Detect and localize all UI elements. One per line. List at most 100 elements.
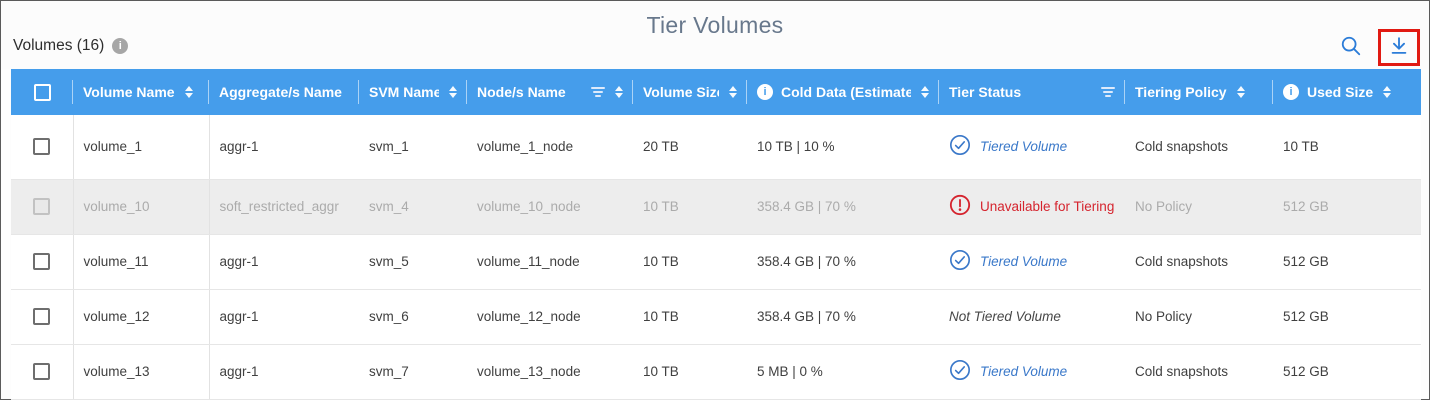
cell-volume-size: 10 TB xyxy=(633,289,747,345)
cell-volume-name: volume_12 xyxy=(72,289,210,345)
cell-volume-name: volume_1 xyxy=(72,115,210,180)
check-circle-icon xyxy=(949,249,971,274)
cell-tiering-policy: Cold snapshots xyxy=(1125,344,1273,400)
search-icon xyxy=(1340,35,1362,60)
cell-aggregate: aggr-1 xyxy=(209,234,359,290)
row-checkbox[interactable] xyxy=(33,253,51,270)
sort-arrows-icon[interactable] xyxy=(921,86,929,98)
cell-node: volume_11_node xyxy=(467,234,633,290)
sort-arrows-icon[interactable] xyxy=(1383,86,1392,98)
tier-status-label: Tiered Volume xyxy=(980,364,1068,379)
cell-volume-name: volume_10 xyxy=(72,179,210,235)
cell-volume-name: volume_11 xyxy=(72,234,210,290)
filter-icon[interactable] xyxy=(1101,87,1115,97)
table-row: volume_13 aggr-1 svm_7 volume_13_node 10… xyxy=(11,344,1421,400)
cell-tiering-policy: Cold snapshots xyxy=(1125,115,1273,180)
cell-volume-size: 10 TB xyxy=(633,234,747,290)
cell-cold-data: 358.4 GB | 70 % xyxy=(747,179,939,235)
table-row: volume_10 soft_restricted_aggr svm_4 vol… xyxy=(11,179,1421,235)
column-label: Used Size xyxy=(1307,84,1374,100)
column-label: Cold Data (Estimated) xyxy=(781,84,911,100)
info-icon[interactable]: i xyxy=(1283,84,1299,100)
sort-arrows-icon[interactable] xyxy=(615,86,623,98)
cell-svm: svm_1 xyxy=(359,115,467,180)
column-header-tier-status: Tier Status xyxy=(939,69,1125,115)
header-select-all xyxy=(11,69,73,115)
tier-status-label: Not Tiered Volume xyxy=(949,309,1061,324)
cell-tier-status: Tiered Volume xyxy=(939,344,1125,400)
cell-aggregate: aggr-1 xyxy=(209,289,359,345)
cell-volume-size: 20 TB xyxy=(633,115,747,180)
info-icon[interactable]: i xyxy=(757,84,773,100)
row-checkbox[interactable] xyxy=(33,308,51,325)
sort-arrows-icon[interactable] xyxy=(184,86,193,98)
toolbar-actions xyxy=(1340,29,1420,66)
cell-used-size: 10 TB xyxy=(1273,115,1421,180)
cell-used-size: 512 GB xyxy=(1273,289,1421,345)
cell-node: volume_13_node xyxy=(467,344,633,400)
row-checkbox xyxy=(33,198,51,215)
column-header-volume-name: Volume Name xyxy=(73,69,209,115)
sort-arrows-icon[interactable] xyxy=(1236,86,1245,98)
cell-node: volume_10_node xyxy=(467,179,633,235)
row-checkbox[interactable] xyxy=(33,138,51,156)
check-circle-icon xyxy=(949,359,971,384)
cell-tiering-policy: No Policy xyxy=(1125,289,1273,345)
download-icon xyxy=(1388,35,1410,60)
column-header-volume-size: Volume Size xyxy=(633,69,747,115)
cell-used-size: 512 GB xyxy=(1273,234,1421,290)
search-button[interactable] xyxy=(1340,35,1362,60)
sort-arrows-icon[interactable] xyxy=(729,86,737,98)
cell-cold-data: 358.4 GB | 70 % xyxy=(747,289,939,345)
tier-status-label: Tiered Volume xyxy=(980,254,1068,269)
column-label: Volume Size xyxy=(643,84,719,100)
table-row: volume_12 aggr-1 svm_6 volume_12_node 10… xyxy=(11,289,1421,345)
column-header-used-size: i Used Size xyxy=(1273,69,1421,115)
page-title: Tier Volumes xyxy=(646,12,784,38)
info-icon[interactable]: i xyxy=(112,38,129,54)
filter-icon[interactable] xyxy=(591,87,605,97)
check-circle-icon xyxy=(949,134,971,159)
cell-tier-status: Tiered Volume xyxy=(939,234,1125,290)
column-label: Tier Status xyxy=(949,84,1022,100)
volumes-count: Volumes (16) i xyxy=(13,37,129,55)
cell-tier-status: Not Tiered Volume xyxy=(939,289,1125,345)
cell-cold-data: 358.4 GB | 70 % xyxy=(747,234,939,290)
select-all-checkbox[interactable] xyxy=(33,83,51,101)
cell-cold-data: 10 TB | 10 % xyxy=(747,115,939,180)
column-header-node-name: Node/s Name xyxy=(467,69,633,115)
sort-arrows-icon[interactable] xyxy=(449,86,457,98)
column-header-svm-name: SVM Name xyxy=(359,69,467,115)
alert-circle-icon xyxy=(949,194,971,219)
cell-used-size: 512 GB xyxy=(1273,344,1421,400)
download-button[interactable] xyxy=(1388,35,1410,60)
cell-volume-size: 10 TB xyxy=(633,179,747,235)
volumes-count-label: Volumes (16) xyxy=(13,37,105,54)
column-label: SVM Name xyxy=(369,84,439,100)
table-header-row: Volume Name Aggregate/s Name SVM Name No… xyxy=(11,69,1421,115)
cell-svm: svm_4 xyxy=(359,179,467,235)
column-label: Tiering Policy xyxy=(1135,84,1227,100)
cell-aggregate: aggr-1 xyxy=(209,115,359,180)
cell-tier-status: Unavailable for Tiering xyxy=(939,179,1125,235)
cell-svm: svm_5 xyxy=(359,234,467,290)
table-row: volume_1 aggr-1 svm_1 volume_1_node 20 T… xyxy=(11,115,1421,180)
cell-tier-status: Tiered Volume xyxy=(939,115,1125,180)
row-checkbox[interactable] xyxy=(33,363,51,380)
cell-tiering-policy: Cold snapshots xyxy=(1125,234,1273,290)
cell-volume-name: volume_13 xyxy=(72,344,210,400)
column-label: Volume Name xyxy=(83,84,175,100)
cell-cold-data: 5 MB | 0 % xyxy=(747,344,939,400)
cell-aggregate: soft_restricted_aggr xyxy=(209,179,359,235)
column-label: Aggregate/s Name xyxy=(219,84,342,100)
download-annotation-box xyxy=(1378,29,1420,66)
column-header-tiering-policy: Tiering Policy xyxy=(1125,69,1273,115)
tier-status-label: Unavailable for Tiering xyxy=(980,199,1115,214)
cell-used-size: 512 GB xyxy=(1273,179,1421,235)
top-bar: Tier Volumes Volumes (16) i xyxy=(1,1,1429,69)
cell-node: volume_12_node xyxy=(467,289,633,345)
volumes-table: Volume Name Aggregate/s Name SVM Name No… xyxy=(11,69,1421,400)
column-header-aggregate-name: Aggregate/s Name xyxy=(209,69,359,115)
cell-volume-size: 10 TB xyxy=(633,344,747,400)
